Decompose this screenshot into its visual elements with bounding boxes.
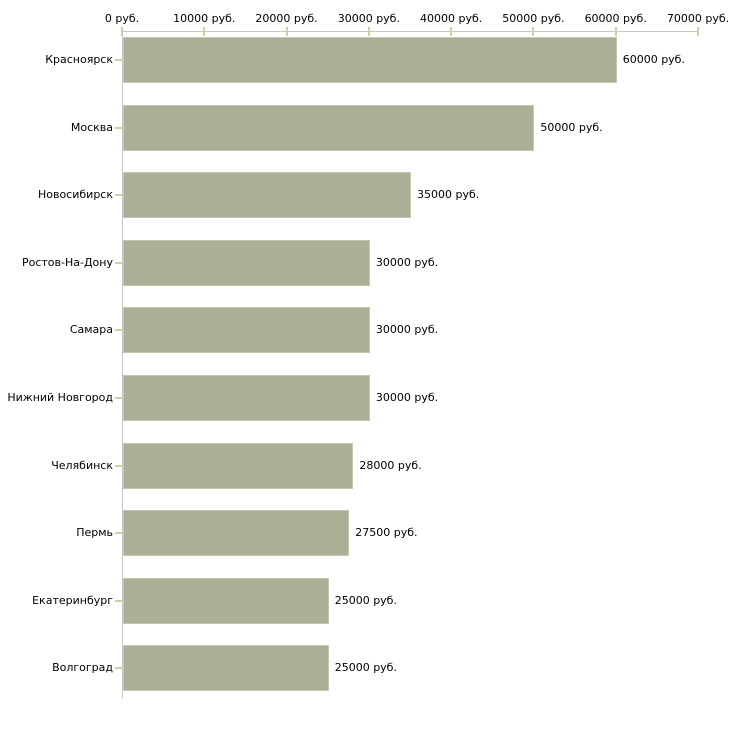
category-tick bbox=[115, 667, 122, 670]
bar-value-label: 30000 руб. bbox=[375, 323, 439, 337]
bar-value-label: 35000 руб. bbox=[417, 188, 480, 202]
x-axis-line bbox=[122, 31, 699, 32]
x-axis-tick-label: 10000 руб. bbox=[173, 12, 236, 25]
category-tick bbox=[115, 261, 122, 264]
bar bbox=[123, 104, 535, 151]
category-label: Екатеринбург bbox=[32, 593, 113, 607]
category-tick bbox=[115, 397, 122, 399]
x-axis-tick-label: 60000 руб. bbox=[584, 12, 647, 25]
category-label: Челябинск bbox=[51, 458, 113, 472]
category-tick bbox=[115, 464, 122, 467]
x-axis-tick-label: 40000 руб. bbox=[420, 12, 483, 25]
x-axis-tick-label: 0 руб. bbox=[104, 12, 140, 25]
category-label: Ростов-На-Дону bbox=[21, 255, 113, 269]
bar bbox=[123, 307, 370, 354]
bar-value-label: 25000 руб. bbox=[334, 593, 397, 607]
bar-value-label: 30000 руб. bbox=[375, 391, 439, 404]
category-tick bbox=[115, 329, 122, 332]
bar bbox=[123, 375, 370, 421]
category-label: Нижний Новгород bbox=[7, 391, 113, 404]
category-label: Волгоград bbox=[52, 661, 113, 675]
bar bbox=[123, 577, 329, 624]
category-label: Пермь bbox=[76, 526, 113, 540]
x-axis-tick-label: 70000 руб. bbox=[666, 12, 730, 25]
bar-value-label: 27500 руб. bbox=[355, 526, 418, 540]
bar-value-label: 30000 руб. bbox=[375, 255, 439, 269]
bar-value-label: 50000 руб. bbox=[540, 120, 603, 134]
category-label: Красноярск bbox=[45, 53, 113, 66]
bar bbox=[123, 645, 329, 692]
category-tick bbox=[115, 194, 122, 197]
bar bbox=[123, 239, 370, 286]
bar-value-label: 25000 руб. bbox=[334, 661, 397, 675]
category-label: Самара bbox=[69, 323, 113, 337]
x-axis-tick-label: 20000 руб. bbox=[255, 12, 318, 25]
category-tick bbox=[115, 126, 122, 129]
x-axis-tick-label: 30000 руб. bbox=[337, 12, 400, 25]
bar-value-label: 28000 руб. bbox=[359, 458, 422, 472]
bar bbox=[123, 37, 617, 83]
bar-value-label: 60000 руб. bbox=[622, 53, 685, 66]
category-tick bbox=[115, 532, 122, 535]
x-axis-tick-label: 50000 руб. bbox=[502, 12, 565, 25]
category-tick bbox=[115, 59, 122, 61]
category-tick bbox=[115, 599, 122, 602]
y-axis-line bbox=[122, 31, 123, 699]
bar bbox=[123, 442, 354, 489]
bar bbox=[123, 510, 350, 557]
category-label: Москва bbox=[70, 120, 113, 134]
category-label: Новосибирск bbox=[37, 188, 113, 202]
bar bbox=[123, 172, 411, 219]
